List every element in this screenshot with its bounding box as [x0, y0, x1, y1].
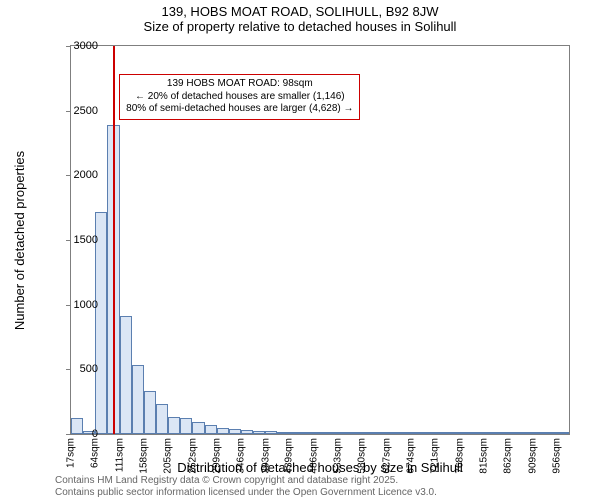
histogram-bar: [387, 432, 399, 434]
histogram-bar: [265, 431, 277, 434]
annotation-line1: 139 HOBS MOAT ROAD: 98sqm: [126, 78, 353, 91]
x-tick-label: 205sqm: [163, 438, 174, 474]
histogram-bar: [241, 430, 253, 434]
chart-titles: 139, HOBS MOAT ROAD, SOLIHULL, B92 8JW S…: [0, 4, 600, 34]
histogram-bar: [229, 429, 241, 434]
histogram-bar: [496, 432, 508, 434]
histogram-bar: [205, 425, 217, 434]
x-tick-label: 627sqm: [381, 438, 392, 474]
histogram-bar: [533, 432, 545, 434]
histogram-bar: [120, 316, 132, 434]
histogram-bar: [132, 365, 144, 434]
chart-container: 139, HOBS MOAT ROAD, SOLIHULL, B92 8JW S…: [0, 0, 600, 500]
histogram-bar: [302, 432, 314, 434]
histogram-bar: [277, 432, 289, 434]
footer-attribution: Contains HM Land Registry data © Crown c…: [55, 475, 437, 498]
annotation-line3: 80% of semi-detached houses are larger (…: [126, 103, 353, 116]
x-tick-label: 721sqm: [430, 438, 441, 474]
histogram-bar: [180, 418, 192, 434]
histogram-bar: [557, 432, 569, 434]
chart-title-line2: Size of property relative to detached ho…: [0, 19, 600, 34]
x-tick-label: 393sqm: [260, 438, 271, 474]
histogram-bar: [508, 432, 520, 434]
histogram-bar: [156, 404, 168, 434]
y-tick-mark: [66, 111, 70, 112]
y-tick-label: 2000: [58, 169, 98, 181]
x-tick-label: 17sqm: [66, 438, 77, 468]
histogram-bar: [350, 432, 362, 434]
annotation-line2: ← 20% of detached houses are smaller (1,…: [126, 91, 353, 104]
histogram-bar: [472, 432, 484, 434]
histogram-bar: [290, 432, 302, 434]
y-tick-mark: [66, 175, 70, 176]
x-tick-label: 674sqm: [406, 438, 417, 474]
histogram-bar: [423, 432, 435, 434]
histogram-bar: [144, 391, 156, 434]
y-tick-mark: [66, 46, 70, 47]
histogram-bar: [545, 432, 557, 434]
y-axis-label: Number of detached properties: [10, 45, 30, 435]
y-tick-label: 1500: [58, 234, 98, 246]
histogram-bar: [460, 432, 472, 434]
x-tick-label: 158sqm: [138, 438, 149, 474]
y-tick-mark: [66, 305, 70, 306]
footer-line1: Contains HM Land Registry data © Crown c…: [55, 475, 437, 487]
x-tick-label: 486sqm: [308, 438, 319, 474]
x-tick-label: 111sqm: [114, 438, 125, 472]
histogram-bar: [375, 432, 387, 434]
histogram-bar: [435, 432, 447, 434]
reference-line: [113, 46, 115, 434]
histogram-bar: [338, 432, 350, 434]
histogram-bar: [192, 422, 204, 434]
histogram-bar: [168, 417, 180, 434]
x-tick-label: 346sqm: [236, 438, 247, 474]
histogram-bar: [253, 431, 265, 434]
x-tick-label: 439sqm: [284, 438, 295, 474]
x-tick-label: 533sqm: [333, 438, 344, 474]
x-tick-label: 862sqm: [503, 438, 514, 474]
y-tick-label: 1000: [58, 299, 98, 311]
histogram-bar: [411, 432, 423, 434]
x-tick-label: 299sqm: [211, 438, 222, 474]
histogram-bar: [520, 432, 532, 434]
annotation-box: 139 HOBS MOAT ROAD: 98sqm← 20% of detach…: [119, 74, 360, 120]
histogram-bar: [314, 432, 326, 434]
histogram-bar: [326, 432, 338, 434]
histogram-bar: [399, 432, 411, 434]
x-tick-label: 580sqm: [357, 438, 368, 474]
histogram-bar: [484, 432, 496, 434]
x-tick-label: 252sqm: [187, 438, 198, 474]
chart-title-line1: 139, HOBS MOAT ROAD, SOLIHULL, B92 8JW: [0, 4, 600, 19]
y-tick-mark: [66, 434, 70, 435]
footer-line2: Contains public sector information licen…: [55, 487, 437, 499]
y-tick-label: 2500: [58, 105, 98, 117]
plot-area: 139 HOBS MOAT ROAD: 98sqm← 20% of detach…: [70, 45, 570, 435]
x-tick-label: 815sqm: [479, 438, 490, 474]
x-tick-label: 909sqm: [527, 438, 538, 474]
x-tick-label: 956sqm: [552, 438, 563, 474]
histogram-bar: [363, 432, 375, 434]
y-tick-label: 500: [58, 363, 98, 375]
y-tick-mark: [66, 369, 70, 370]
y-tick-label: 3000: [58, 40, 98, 52]
x-tick-label: 768sqm: [454, 438, 465, 474]
histogram-bar: [448, 432, 460, 434]
y-tick-mark: [66, 240, 70, 241]
y-axis-label-text: Number of detached properties: [13, 150, 28, 329]
x-tick-label: 64sqm: [90, 438, 101, 468]
histogram-bar: [217, 428, 229, 434]
